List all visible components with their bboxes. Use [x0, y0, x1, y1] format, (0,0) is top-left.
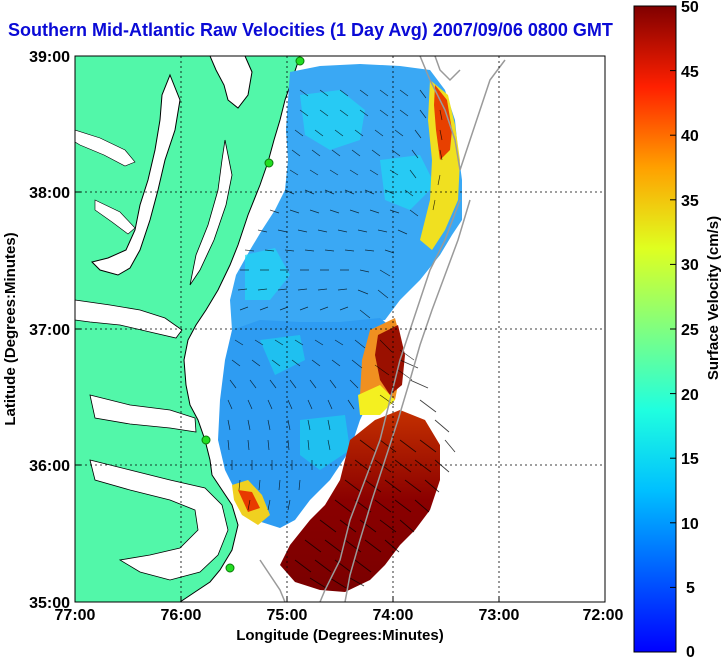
- colorbar-tick-label: 15: [681, 451, 699, 468]
- lat-tick-label: 36:00: [29, 458, 70, 475]
- colorbar-tick-label: 30: [681, 257, 699, 274]
- station-delaware: [264, 158, 274, 168]
- colorbar-ticks: [670, 5, 676, 653]
- velocity-field-east-red: [434, 85, 452, 160]
- river-inlet-2: [94, 199, 136, 235]
- lon-tick-label: 75:00: [267, 607, 308, 624]
- grid-lines: [75, 56, 605, 602]
- station-markers: [201, 56, 305, 573]
- colorbar-label: Surface Velocity (cm/s): [705, 216, 722, 380]
- lon-tick-labels: 77:00 76:00 75:00 74:00 73:00 72:00: [55, 607, 624, 624]
- colorbar-tick-label: 35: [681, 193, 699, 210]
- land-mass: [75, 56, 301, 602]
- velocity-field-south: [280, 410, 440, 592]
- lon-tick-label: 73:00: [479, 607, 520, 624]
- y-axis-label: Latitude (Degrees:Minutes): [2, 232, 19, 425]
- lat-tick-label: 39:00: [29, 49, 70, 66]
- velocity-field-cyan: [245, 90, 435, 300]
- pamlico-sound: [89, 459, 229, 581]
- lon-tick-label: 72:00: [583, 607, 624, 624]
- station-nc-north: [225, 563, 235, 573]
- x-axis-label: Longitude (Degrees:Minutes): [236, 627, 444, 644]
- colorbar-tick-label: 10: [681, 516, 699, 533]
- lon-tick-label: 74:00: [373, 607, 414, 624]
- velocity-field-southwest-red: [238, 490, 260, 512]
- albemarle-sound: [89, 394, 197, 433]
- station-virginia: [201, 435, 211, 445]
- station-north: [295, 56, 305, 66]
- lon-tick-label: 77:00: [55, 607, 96, 624]
- lat-tick-labels: 39:00 38:00 37:00 36:00 35:00: [29, 49, 70, 612]
- colorbar-tick-label: 40: [681, 128, 699, 145]
- velocity-vectors: [227, 89, 456, 589]
- map-title: Southern Mid-Atlantic Raw Velocities (1 …: [8, 20, 613, 40]
- velocity-field-yellow: [358, 385, 395, 415]
- colorbar: 50 45 40 35 30 25 20 15 10 5 0 Surface V…: [633, 0, 722, 659]
- colorbar-scale: [633, 5, 677, 653]
- chesapeake-bay: [91, 73, 181, 276]
- colorbar-tick-label: 50: [681, 0, 699, 16]
- lat-tick-label: 35:00: [29, 595, 70, 612]
- lat-tick-label: 37:00: [29, 322, 70, 339]
- velocity-field-mid-cyan: [260, 335, 350, 470]
- colorbar-tick-label: 25: [681, 322, 699, 339]
- colorbar-tick-label: 20: [681, 387, 699, 404]
- velocity-field-north: [230, 64, 462, 338]
- bathymetry-contours: [259, 56, 506, 602]
- peninsula-lagoon: [189, 139, 233, 286]
- river-inlet-1: [75, 129, 136, 167]
- tick-marks: [74, 55, 606, 603]
- lat-tick-label: 38:00: [29, 185, 70, 202]
- delaware-bay: [209, 56, 253, 109]
- colorbar-tick-label: 0: [686, 644, 695, 659]
- colorbar-tick-label: 5: [686, 580, 695, 597]
- james-river: [75, 299, 183, 339]
- lon-tick-label: 76:00: [161, 607, 202, 624]
- colorbar-tick-label: 45: [681, 64, 699, 81]
